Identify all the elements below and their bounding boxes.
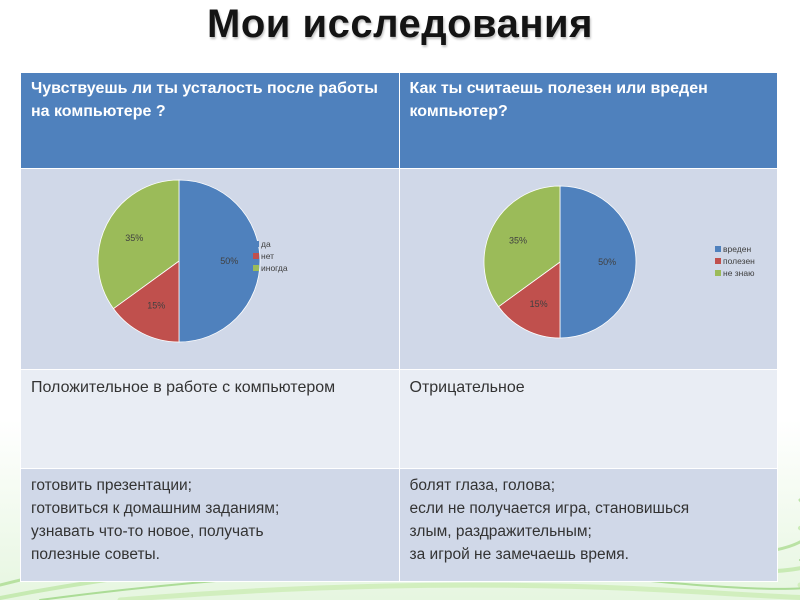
pie-slice-2 bbox=[497, 261, 560, 339]
positive-details-cell: готовить презентации; готовиться к домаш… bbox=[20, 468, 400, 582]
legend-swatch-2 bbox=[714, 258, 721, 264]
question-usefulness-header: Как ты считаешь полезен или вреден компь… bbox=[398, 72, 778, 169]
negative-heading: Отрицательное bbox=[409, 379, 525, 396]
legend-label-2: нет bbox=[261, 251, 274, 261]
legend-label-3: иногда bbox=[261, 263, 288, 273]
charts-row: 50% 15% 35% да нет иногда 50% 15% 35% вреден поле… bbox=[20, 168, 778, 370]
pie-slice-3 bbox=[483, 185, 560, 308]
header-row: Чувствуешь ли ты усталость после работы … bbox=[20, 72, 778, 169]
slide-title: Мои исследования bbox=[207, 2, 593, 46]
usefulness-chart-cell: 50% 15% 35% вреден полезен не знаю bbox=[398, 168, 778, 370]
details-row: готовить презентации; готовиться к домаш… bbox=[20, 468, 778, 582]
pie-slice-3 bbox=[97, 179, 180, 310]
positive-details: готовить презентации; готовиться к домаш… bbox=[31, 477, 280, 563]
question-fatigue-text: Чувствуешь ли ты усталость после работы … bbox=[31, 80, 378, 120]
negative-details: болят глаза, голова; если не получается … bbox=[409, 477, 690, 563]
headings-row: Положительное в работе с компьютером Отр… bbox=[20, 369, 778, 469]
pie-slice-1 bbox=[559, 185, 636, 339]
legend-label-3: не знаю bbox=[723, 268, 755, 278]
fatigue-pie-chart: 50% 15% 35% да нет иногда bbox=[97, 179, 288, 343]
legend-label-2: полезен bbox=[723, 256, 755, 266]
pie-data-label-1: 50% bbox=[220, 256, 238, 266]
positive-heading: Положительное в работе с компьютером bbox=[31, 379, 336, 396]
pie-data-label-1: 50% bbox=[598, 257, 616, 267]
fatigue-chart-cell: 50% 15% 35% да нет иногда bbox=[20, 168, 400, 370]
pie-data-label-2: 15% bbox=[147, 301, 165, 311]
pie-data-label-3: 35% bbox=[508, 236, 526, 246]
positive-heading-cell: Положительное в работе с компьютером bbox=[20, 369, 400, 469]
question-usefulness-text: Как ты считаешь полезен или вреден компь… bbox=[409, 80, 708, 120]
legend-label-1: вреден bbox=[723, 244, 751, 254]
legend-swatch-3 bbox=[714, 270, 721, 276]
pie-slice-1 bbox=[178, 179, 261, 343]
question-fatigue-header: Чувствуешь ли ты усталость после работы … bbox=[20, 72, 400, 169]
pie-data-label-3: 35% bbox=[125, 233, 143, 243]
research-table: Чувствуешь ли ты усталость после работы … bbox=[20, 72, 778, 582]
pie-slice-2 bbox=[112, 260, 180, 343]
legend-swatch-1 bbox=[714, 246, 721, 252]
legend-swatch-1 bbox=[253, 241, 259, 247]
negative-details-cell: болят глаза, голова; если не получается … bbox=[398, 468, 778, 582]
usefulness-pie-chart: 50% 15% 35% вреден полезен не знаю bbox=[483, 185, 755, 339]
legend-swatch-2 bbox=[253, 253, 259, 259]
legend-swatch-3 bbox=[253, 265, 259, 271]
negative-heading-cell: Отрицательное bbox=[398, 369, 778, 469]
legend-label-1: да bbox=[261, 239, 271, 249]
pie-data-label-2: 15% bbox=[529, 299, 547, 309]
